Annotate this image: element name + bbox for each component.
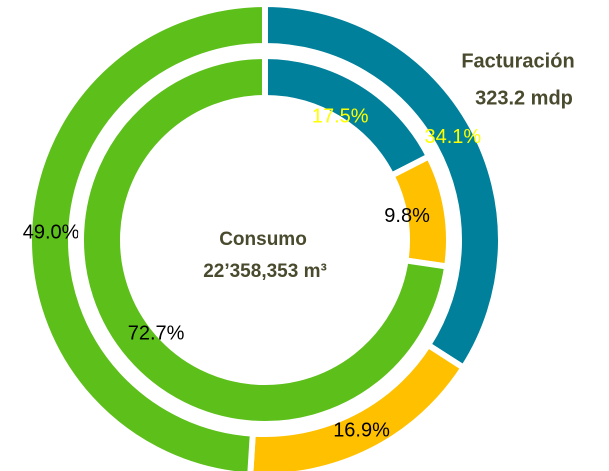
data-label: 34.1% bbox=[424, 126, 481, 148]
center-title: Consumo bbox=[219, 229, 307, 250]
donut-segment bbox=[78, 52, 451, 427]
donut-segment bbox=[247, 340, 468, 471]
data-label: 9.8% bbox=[384, 205, 430, 227]
data-label: 49.0% bbox=[23, 222, 80, 244]
donut-segment bbox=[26, 0, 268, 471]
data-label: 72.7% bbox=[128, 322, 185, 344]
outer-total: 323.2 mdp bbox=[475, 87, 573, 109]
outer-title: Facturación bbox=[461, 50, 574, 72]
data-label: 17.5% bbox=[312, 106, 369, 128]
data-label: 16.9% bbox=[333, 419, 390, 441]
center-total: 22’358,353 m³ bbox=[203, 261, 327, 282]
